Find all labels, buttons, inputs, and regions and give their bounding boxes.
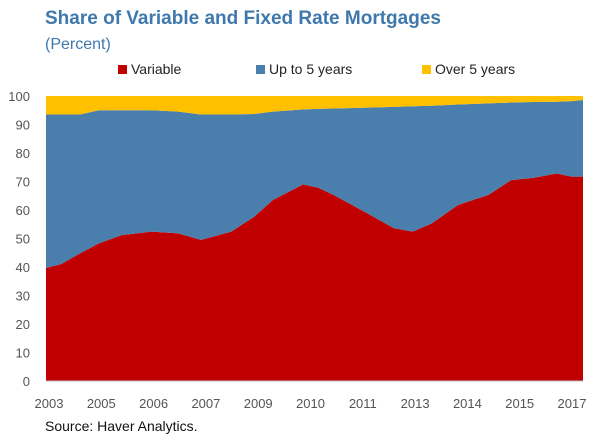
x-tick-label: 2014: [453, 396, 482, 411]
y-tick-label: 0: [23, 374, 30, 389]
legend-label: Over 5 years: [435, 61, 516, 77]
legend-swatch: [422, 64, 431, 74]
y-tick-label: 80: [16, 146, 30, 161]
source-note: Source: Haver Analytics.: [45, 418, 198, 434]
y-tick-label: 70: [16, 175, 30, 190]
y-tick-label: 10: [16, 346, 30, 361]
area-variable: [46, 173, 583, 381]
x-tick-label: 2010: [296, 396, 325, 411]
legend-swatch: [118, 64, 127, 74]
y-tick-label: 50: [16, 232, 30, 247]
y-tick-label: 30: [16, 289, 30, 304]
x-tick-label: 2003: [35, 396, 64, 411]
x-tick-label: 2017: [558, 396, 587, 411]
legend-swatch: [256, 64, 265, 74]
x-tick-label: 2005: [87, 396, 116, 411]
legend-item-variable: Variable: [118, 61, 181, 77]
y-tick-label: 100: [8, 89, 30, 104]
y-tick-label: 90: [16, 118, 30, 133]
legend-item-up-to-5-years: Up to 5 years: [256, 61, 352, 77]
chart-title: Share of Variable and Fixed Rate Mortgag…: [45, 8, 441, 29]
legend-label: Variable: [131, 61, 182, 77]
legend: Variable Up to 5 years Over 5 years: [0, 61, 600, 81]
x-tick-label: 2006: [139, 396, 168, 411]
x-tick-label: 2011: [349, 396, 377, 411]
x-tick-label: 2007: [191, 396, 220, 411]
x-tick-label: 2013: [401, 396, 430, 411]
chart-subtitle: (Percent): [45, 36, 111, 53]
legend-item-over-5-years: Over 5 years: [422, 61, 515, 77]
legend-label: Up to 5 years: [269, 61, 353, 77]
y-tick-label: 60: [16, 203, 30, 218]
y-tick-label: 20: [16, 317, 30, 332]
y-tick-label: 40: [16, 260, 30, 275]
area-over-5-years: [46, 96, 583, 115]
area-up-to-5-years: [46, 99, 583, 268]
x-tick-label: 2015: [505, 396, 534, 411]
x-tick-label: 2009: [244, 396, 273, 411]
